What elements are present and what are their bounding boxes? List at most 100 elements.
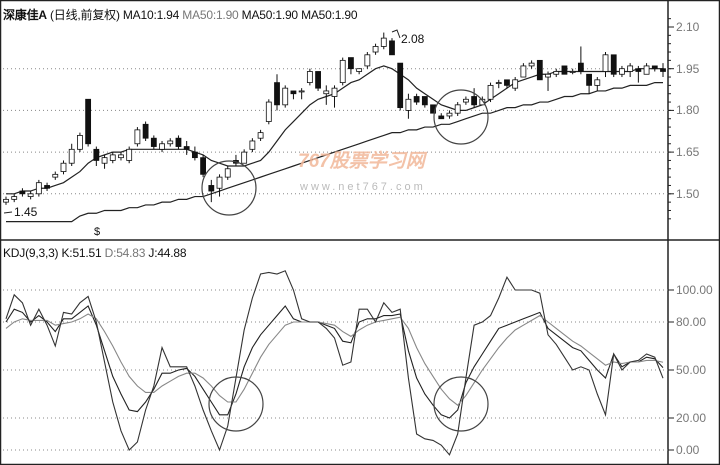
candle-down — [504, 79, 510, 89]
candle-up — [594, 77, 601, 91]
candle-body — [487, 84, 494, 100]
candle-body — [421, 96, 428, 106]
candle-body — [159, 143, 165, 150]
candle-down — [397, 62, 404, 111]
candle-up — [602, 52, 609, 78]
candle-body — [35, 182, 42, 195]
candle-down — [586, 73, 592, 94]
candle-body — [27, 193, 34, 197]
candle-up — [331, 85, 338, 108]
stock-name: 深康佳A — [3, 8, 47, 22]
candle-body — [167, 140, 174, 145]
highlight-circle — [208, 376, 264, 432]
watermark-text: 767股票学习网 — [298, 151, 425, 172]
candle-up — [528, 60, 535, 69]
event-marker: $ — [94, 226, 101, 238]
candle-body — [274, 82, 280, 106]
candle-up — [495, 79, 502, 89]
candle-body — [142, 123, 149, 139]
candle-body — [85, 98, 92, 145]
candle-up — [216, 174, 223, 197]
kdj-line-d — [5, 313, 664, 406]
candle-body — [249, 140, 256, 150]
candle-down — [85, 98, 92, 147]
candle-body — [569, 71, 576, 73]
candle-body — [471, 96, 478, 106]
candle-down — [19, 188, 26, 197]
kdj-grid — [3, 289, 674, 451]
candle-body — [3, 198, 9, 203]
candle-body — [577, 62, 584, 72]
candle-body — [331, 87, 338, 97]
candle-up — [167, 138, 174, 147]
candle-body — [224, 168, 231, 178]
candle-up — [553, 68, 560, 78]
j-value: J:44.88 — [148, 246, 187, 260]
k-value: K:51.51 — [61, 246, 102, 260]
candle-up — [35, 179, 42, 197]
candle-up — [454, 102, 461, 116]
candle-body — [11, 196, 18, 200]
candle-body — [44, 185, 50, 189]
candle-down — [471, 88, 478, 108]
candle-down — [315, 71, 321, 91]
candle-body — [265, 101, 272, 122]
candle-down — [208, 179, 215, 203]
candle-down — [175, 135, 182, 150]
y-tick-label: 50.00 — [676, 363, 707, 377]
candle-up — [11, 193, 18, 203]
watermark-url: www.net767.com — [300, 181, 426, 193]
kdj-line-k — [5, 305, 664, 419]
candle-body — [60, 162, 67, 172]
candle-up — [27, 191, 34, 200]
candle-up — [257, 129, 264, 141]
ma-line-ma10 — [6, 65, 663, 195]
candle-up — [520, 63, 527, 78]
low-price-label: 1.45 — [14, 205, 38, 219]
candle-body — [619, 68, 625, 75]
candle-body — [93, 148, 100, 161]
candle-body — [109, 154, 116, 161]
candle-body — [19, 190, 26, 195]
candle-up — [159, 140, 165, 153]
candle-body — [126, 148, 133, 161]
candle-down — [233, 154, 239, 166]
candle-body — [290, 90, 297, 95]
candle-down — [389, 38, 395, 56]
candle-up — [545, 71, 551, 91]
candle-body — [651, 65, 658, 70]
candle-body — [282, 87, 289, 106]
candle-body — [101, 157, 108, 164]
candle-up — [282, 85, 289, 108]
candle-body — [561, 65, 568, 75]
highlight-circle — [201, 160, 257, 216]
candlesticks — [3, 32, 666, 205]
ma50-value: MA50:1.90 — [241, 8, 298, 22]
candle-body — [134, 129, 141, 145]
candle-down — [438, 113, 445, 120]
candle-down — [142, 121, 149, 141]
candle-down — [274, 74, 280, 111]
candle-up — [462, 96, 469, 105]
candle-body — [183, 146, 190, 150]
candle-body — [536, 59, 543, 81]
y-tick-label: 2.10 — [676, 20, 700, 34]
candle-down — [577, 46, 584, 75]
kdj-line-j — [5, 270, 664, 456]
candle-body — [118, 154, 124, 159]
kdj-lines — [5, 270, 664, 456]
candle-up — [339, 57, 346, 86]
high-arrow-icon — [391, 29, 401, 39]
candle-down — [44, 182, 50, 192]
candle-up — [619, 65, 625, 78]
ma-line-ma50 — [6, 81, 663, 223]
y-tick-label: 1.80 — [676, 103, 700, 118]
candle-body — [150, 137, 157, 147]
candle-body — [635, 68, 642, 72]
candle-body — [545, 73, 551, 78]
candle-up — [126, 146, 133, 164]
candle-body — [323, 90, 330, 95]
high-price-label: 2.08 — [401, 32, 425, 46]
candle-up — [52, 171, 59, 180]
candle-body — [208, 185, 215, 192]
